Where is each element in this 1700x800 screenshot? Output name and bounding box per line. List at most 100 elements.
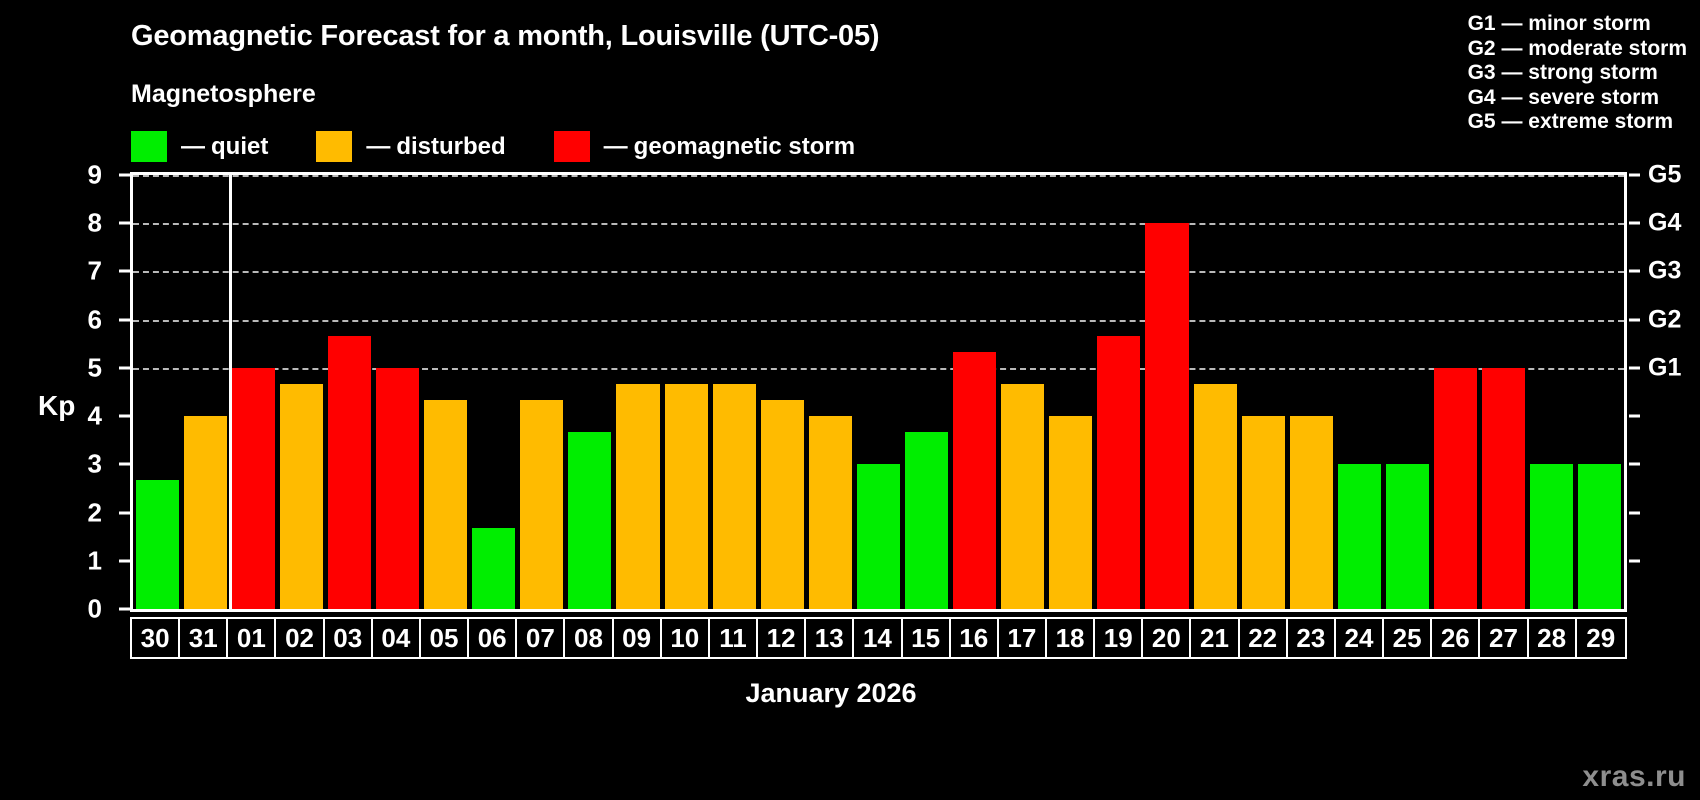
g-note-2: G2 — moderate storm [1467, 36, 1687, 60]
g-note-4: G4 — severe storm [1467, 85, 1660, 109]
bar-27 [1482, 367, 1526, 609]
y-tick-label-0: 0 [87, 593, 102, 624]
date-cell-23: 23 [1287, 619, 1336, 657]
bar-23 [1289, 416, 1333, 609]
bar-18 [1049, 416, 1093, 609]
date-cell-29: 29 [1576, 619, 1625, 657]
g-note-1: G1 — minor storm [1467, 12, 1651, 35]
legend-item-disturbed: — disturbed [316, 131, 506, 162]
g-tick-label-G5: G5 [1648, 160, 1682, 189]
date-cell-25: 25 [1384, 619, 1433, 657]
bar-28 [1530, 464, 1574, 609]
y-tick-label-4: 4 [87, 400, 102, 431]
g-axis-minor-tick-4 [1629, 414, 1640, 418]
bar-slot [999, 175, 1047, 609]
legend-item-quiet: — quiet [131, 131, 268, 162]
date-cell-30: 30 [132, 619, 181, 657]
bar-slot [806, 175, 854, 609]
g-axis-minor-tick-1 [1629, 559, 1640, 563]
bar-19 [1097, 335, 1141, 609]
g-tick-mark-G4 [1629, 221, 1640, 225]
bar-10 [664, 383, 708, 609]
bar-03 [327, 335, 371, 609]
date-cell-10: 10 [661, 619, 710, 657]
date-label-row: 30 31 01 02 03 04 05 06 07 08 09 10 11 12 13 14 15 16 17 18… [130, 617, 1627, 659]
y-tick-label-2: 2 [87, 497, 102, 528]
bar-slot [277, 175, 325, 609]
bar-slot [1095, 175, 1143, 609]
y-tick-label-8: 8 [87, 207, 102, 238]
g-tick-label-G4: G4 [1648, 208, 1682, 237]
g-note-5: G5 — extreme storm [1467, 110, 1674, 133]
y-tick-label-3: 3 [87, 448, 102, 479]
g-tick-mark-G5 [1629, 173, 1640, 177]
g-note-3: G3 — strong storm [1467, 61, 1658, 84]
bar-06 [472, 528, 516, 609]
y-tick-mark-1 [119, 559, 130, 563]
bar-slot [1047, 175, 1095, 609]
date-cell-04: 04 [372, 619, 421, 657]
y-tick-label-6: 6 [87, 304, 102, 335]
watermark: xras.ru [1582, 760, 1686, 793]
bar-slot [1432, 175, 1480, 609]
bar-slot [854, 175, 902, 609]
y-tick-mark-4 [119, 414, 130, 418]
bar-02 [279, 383, 323, 609]
bar-slot [614, 175, 662, 609]
legend-heading: Magnetosphere [131, 80, 316, 108]
bar-slot [1143, 175, 1191, 609]
legend-label-storm: geomagnetic storm [633, 132, 856, 160]
g-tick-label-G3: G3 [1648, 256, 1682, 285]
y-tick-mark-8 [119, 221, 130, 225]
date-cell-14: 14 [854, 619, 903, 657]
bar-21 [1193, 383, 1237, 609]
bar-20 [1145, 223, 1189, 609]
date-cell-03: 03 [324, 619, 373, 657]
bar-slot [1287, 175, 1335, 609]
date-cell-08: 08 [565, 619, 614, 657]
y-tick-mark-9 [119, 173, 130, 177]
forecast-start-separator [229, 175, 233, 609]
legend-swatch-disturbed [316, 131, 353, 162]
date-cell-07: 07 [517, 619, 566, 657]
date-cell-05: 05 [420, 619, 470, 657]
x-axis-title: January 2026 [0, 678, 1700, 709]
bar-slot [1191, 175, 1239, 609]
bar-26 [1434, 367, 1478, 609]
gridline-kp-6 [133, 319, 1624, 322]
date-cell-24: 24 [1335, 619, 1385, 657]
bar-01 [231, 367, 275, 609]
y-tick-label-5: 5 [87, 352, 102, 383]
gridline-kp-7 [133, 271, 1624, 274]
legend-item-storm: — geomagnetic storm [553, 131, 856, 162]
bar-slot [1335, 175, 1383, 609]
g-tick-mark-G2 [1629, 318, 1640, 322]
bar-07 [520, 400, 564, 609]
date-cell-11: 11 [709, 619, 759, 657]
bar-slot [422, 175, 470, 609]
bar-05 [424, 400, 468, 609]
bar-slot [373, 175, 421, 609]
y-tick-label-1: 1 [87, 545, 102, 576]
bar-04 [375, 367, 420, 609]
y-tick-mark-5 [119, 366, 130, 370]
g-scale-notes: G1 — minor storm G2 — moderate storm G3 — … [1468, 12, 1687, 135]
bar-slot [903, 175, 951, 609]
bar-slot [229, 175, 277, 609]
bar-slot [662, 175, 710, 609]
bar-slot [1528, 175, 1576, 609]
y-tick-label-9: 9 [87, 159, 102, 190]
y-tick-label-7: 7 [87, 255, 102, 286]
bar-13 [808, 416, 852, 609]
legend-label-quiet: quiet [211, 132, 269, 160]
bar-08 [568, 432, 612, 609]
plot-inner [133, 175, 1624, 609]
g-axis-minor-tick-3 [1629, 462, 1640, 466]
legend-swatch-quiet [131, 131, 167, 162]
bar-12 [760, 400, 804, 609]
bar-25 [1385, 464, 1430, 609]
date-cell-22: 22 [1239, 619, 1288, 657]
bar-slot [325, 175, 373, 609]
g-axis-minor-tick-2 [1629, 511, 1640, 515]
bar-slot [566, 175, 614, 609]
